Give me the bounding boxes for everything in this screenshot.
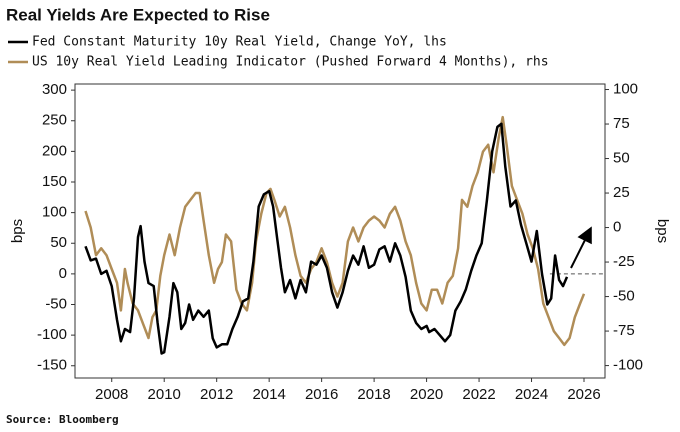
y-tick-label: 50 bbox=[50, 234, 67, 251]
y-tick-label: 150 bbox=[42, 173, 67, 190]
x-tick-label: 2018 bbox=[357, 386, 390, 403]
source: Source: Bloomberg bbox=[6, 413, 119, 426]
series-line bbox=[84, 115, 586, 347]
y2-tick-label: -25 bbox=[613, 253, 635, 270]
y-tick-label: -100 bbox=[37, 326, 67, 343]
x-tick-label: 2024 bbox=[515, 386, 548, 403]
y-tick-label: 300 bbox=[42, 81, 67, 98]
y-axis-label: bps bbox=[9, 219, 26, 243]
x-tick-label: 2008 bbox=[95, 386, 128, 403]
legend-label: US 10y Real Yield Leading Indicator (Pus… bbox=[32, 55, 549, 70]
y-tick-label: 250 bbox=[42, 112, 67, 129]
y2-tick-label: 0 bbox=[613, 219, 621, 236]
y-tick-label: -50 bbox=[45, 295, 67, 312]
x-tick-label: 2014 bbox=[252, 386, 285, 403]
y2-tick-label: -75 bbox=[613, 322, 635, 339]
x-tick-label: 2012 bbox=[200, 386, 233, 403]
y2-tick-label: -50 bbox=[613, 288, 635, 305]
x-tick-label: 2020 bbox=[410, 386, 443, 403]
x-tick-label: 2016 bbox=[305, 386, 338, 403]
y2-tick-label: 25 bbox=[613, 184, 630, 201]
y2-tick-label: -100 bbox=[613, 357, 643, 374]
x-tick-label: 2026 bbox=[567, 386, 600, 403]
y2-tick-label: 100 bbox=[613, 80, 638, 97]
y-tick-label: -150 bbox=[37, 357, 67, 374]
y2-tick-label: 75 bbox=[613, 115, 630, 132]
y-tick-label: 0 bbox=[59, 265, 67, 282]
y-tick-label: 100 bbox=[42, 204, 67, 221]
x-tick-label: 2010 bbox=[148, 386, 181, 403]
chart-title: Real Yields Are Expected to Rise bbox=[6, 5, 270, 24]
y-tick-label: 200 bbox=[42, 142, 67, 159]
x-tick-label: 2022 bbox=[462, 386, 495, 403]
legend-label: Fed Constant Maturity 10y Real Yield, Ch… bbox=[32, 35, 447, 50]
plot-frame bbox=[74, 83, 606, 379]
series-line bbox=[84, 122, 569, 355]
y2-tick-label: 50 bbox=[613, 150, 630, 167]
arrow bbox=[570, 226, 592, 269]
y2-axis-label: bps bbox=[654, 219, 671, 243]
